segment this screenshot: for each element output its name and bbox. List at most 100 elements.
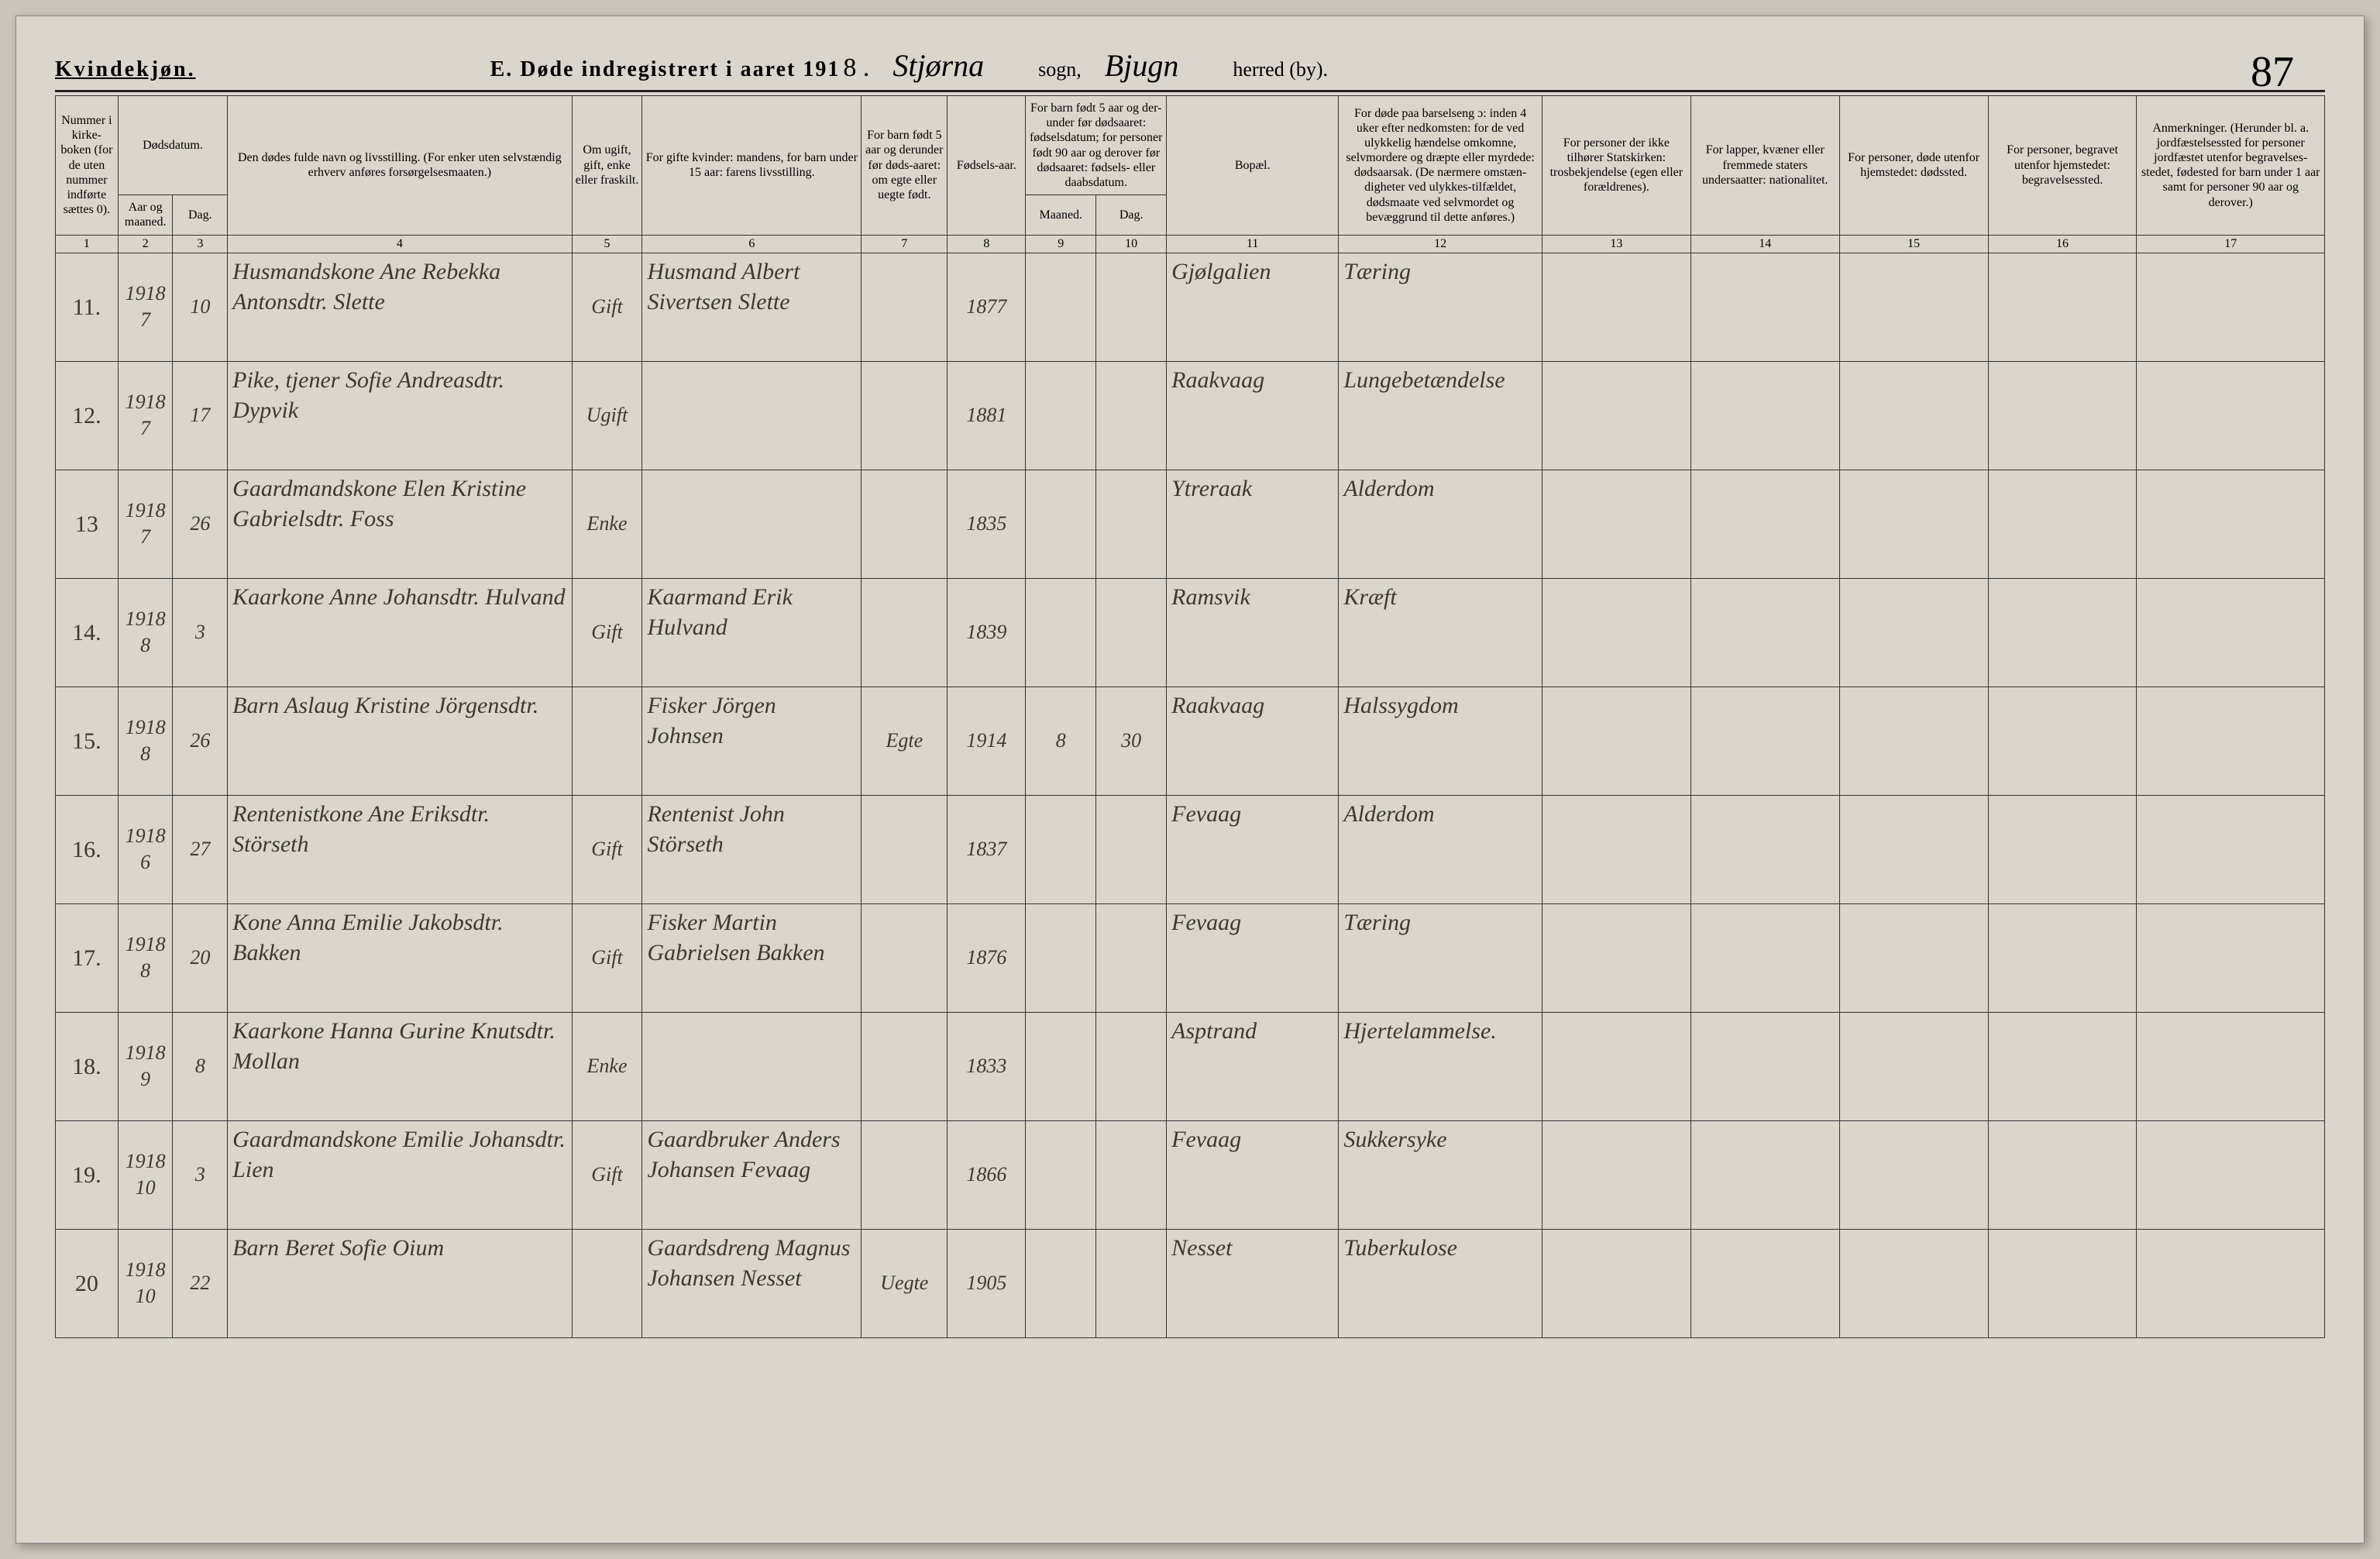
cause-of-death: Alderdom	[1339, 795, 1543, 903]
table-row: 19.1918 103Gaardmandskone Emilie Johansd…	[56, 1120, 2325, 1229]
death-year-month: 1918 7	[118, 470, 173, 578]
remarks	[2137, 361, 2325, 470]
marital-status	[572, 687, 642, 795]
remarks	[2137, 578, 2325, 687]
cause-of-death: Tæring	[1339, 253, 1543, 361]
col-deathplace: For personer, døde utenfor hjemstedet: d…	[1839, 96, 1988, 236]
death-day: 22	[173, 1229, 228, 1337]
death-place	[1839, 1229, 1988, 1337]
burial-place	[1988, 1120, 2137, 1229]
death-place	[1839, 1120, 1988, 1229]
colnum: 9	[1026, 235, 1096, 253]
death-day: 10	[173, 253, 228, 361]
table-row: 18.1918 98Kaarkone Hanna Gurine Knutsdtr…	[56, 1012, 2325, 1120]
birth-month	[1026, 1012, 1096, 1120]
herred-label: herred (by).	[1233, 58, 1328, 81]
birth-year: 1905	[948, 1229, 1026, 1337]
birth-year: 1837	[948, 795, 1026, 903]
birth-day	[1096, 1120, 1167, 1229]
col-birthyear: Fødsels-aar.	[948, 96, 1026, 236]
col-year-month: Aar og maaned.	[118, 195, 173, 235]
table-body: 11.1918 710Husmandskone Ane Rebekka Anto…	[56, 253, 2325, 1337]
legitimacy: Uegte	[862, 1229, 948, 1337]
marital-status: Gift	[572, 795, 642, 903]
death-register-table: Nummer i kirke-boken (for de uten nummer…	[55, 95, 2325, 1338]
burial-place	[1988, 687, 2137, 795]
row-number: 18.	[56, 1012, 119, 1120]
burial-place	[1988, 1229, 2137, 1337]
residence: Fevaag	[1167, 903, 1339, 1012]
birth-month	[1026, 361, 1096, 470]
nationality	[1690, 903, 1839, 1012]
legitimacy	[862, 795, 948, 903]
death-place	[1839, 578, 1988, 687]
marital-status: Gift	[572, 903, 642, 1012]
col-husband-father: For gifte kvinder: mandens, for barn und…	[642, 96, 862, 236]
birth-day	[1096, 1229, 1167, 1337]
death-day: 17	[173, 361, 228, 470]
col-legitimate: For barn født 5 aar og derunder før døds…	[862, 96, 948, 236]
birth-month	[1026, 903, 1096, 1012]
colnum: 14	[1690, 235, 1839, 253]
faith	[1542, 1120, 1690, 1229]
colnum: 7	[862, 235, 948, 253]
husband-father	[642, 1012, 862, 1120]
residence: Gjølgalien	[1167, 253, 1339, 361]
marital-status: Gift	[572, 578, 642, 687]
deceased-name: Husmandskone Ane Rebekka Antonsdtr. Slet…	[228, 253, 572, 361]
table-row: 131918 726Gaardmandskone Elen Kristine G…	[56, 470, 2325, 578]
remarks	[2137, 1012, 2325, 1120]
row-number: 19.	[56, 1120, 119, 1229]
deceased-name: Gaardmandskone Emilie Johansdtr. Lien	[228, 1120, 572, 1229]
col-nationality: For lapper, kvæner eller fremmede stater…	[1690, 96, 1839, 236]
death-place	[1839, 470, 1988, 578]
colnum: 13	[1542, 235, 1690, 253]
table-row: 12.1918 717Pike, tjener Sofie Andreasdtr…	[56, 361, 2325, 470]
birth-month	[1026, 1120, 1096, 1229]
death-year-month: 1918 10	[118, 1229, 173, 1337]
remarks	[2137, 1229, 2325, 1337]
col-birth-month: Maaned.	[1026, 195, 1096, 235]
remarks	[2137, 687, 2325, 795]
birth-month	[1026, 470, 1096, 578]
husband-father: Fisker Martin Gabrielsen Bakken	[642, 903, 862, 1012]
birth-year: 1876	[948, 903, 1026, 1012]
death-year-month: 1918 9	[118, 1012, 173, 1120]
cause-of-death: Halssygdom	[1339, 687, 1543, 795]
faith	[1542, 1229, 1690, 1337]
colnum: 6	[642, 235, 862, 253]
burial-place	[1988, 903, 2137, 1012]
nationality	[1690, 1120, 1839, 1229]
table-row: 11.1918 710Husmandskone Ane Rebekka Anto…	[56, 253, 2325, 361]
birth-month	[1026, 253, 1096, 361]
burial-place	[1988, 795, 2137, 903]
gender-heading: Kvindekjøn.	[55, 57, 196, 82]
death-place	[1839, 253, 1988, 361]
birth-day	[1096, 1012, 1167, 1120]
row-number: 15.	[56, 687, 119, 795]
table-row: 17.1918 820Kone Anna Emilie Jakobsdtr. B…	[56, 903, 2325, 1012]
nationality	[1690, 470, 1839, 578]
birth-day	[1096, 578, 1167, 687]
death-place	[1839, 903, 1988, 1012]
husband-father	[642, 361, 862, 470]
register-page: Kvindekjøn. E. Døde indregistrert i aare…	[15, 15, 2365, 1544]
colnum: 16	[1988, 235, 2137, 253]
burial-place	[1988, 253, 2137, 361]
page-header: Kvindekjøn. E. Døde indregistrert i aare…	[55, 47, 2325, 92]
col-burialplace: For personer, begravet utenfor hjemstede…	[1988, 96, 2137, 236]
col-faith: For personer der ikke tilhører Statskirk…	[1542, 96, 1690, 236]
colnum: 10	[1096, 235, 1167, 253]
remarks	[2137, 795, 2325, 903]
birth-day	[1096, 361, 1167, 470]
cause-of-death: Tuberkulose	[1339, 1229, 1543, 1337]
remarks	[2137, 1120, 2325, 1229]
death-day: 26	[173, 687, 228, 795]
colnum: 2	[118, 235, 173, 253]
nationality	[1690, 253, 1839, 361]
col-remarks: Anmerkninger. (Herunder bl. a. jordfæste…	[2137, 96, 2325, 236]
marital-status: Gift	[572, 253, 642, 361]
death-year-month: 1918 6	[118, 795, 173, 903]
herred-handwritten: Bjugn	[1105, 47, 1179, 84]
cause-of-death: Tæring	[1339, 903, 1543, 1012]
